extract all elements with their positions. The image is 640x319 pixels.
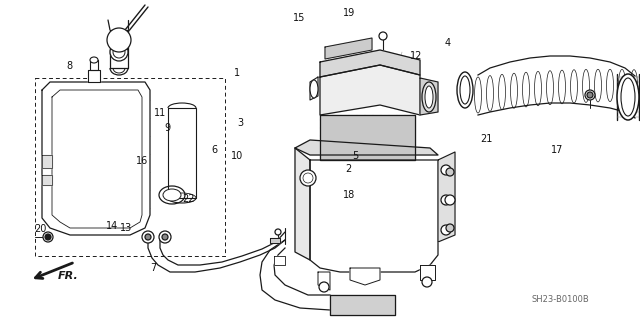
Circle shape	[162, 234, 168, 240]
Polygon shape	[42, 82, 150, 235]
Ellipse shape	[310, 80, 318, 98]
Polygon shape	[42, 175, 52, 185]
Polygon shape	[350, 268, 380, 285]
Polygon shape	[110, 30, 128, 68]
Polygon shape	[330, 295, 395, 315]
Polygon shape	[325, 38, 372, 59]
Text: 2: 2	[346, 164, 352, 174]
Text: 22: 22	[182, 194, 195, 204]
Text: SH23-B0100B: SH23-B0100B	[531, 295, 589, 305]
Circle shape	[585, 90, 595, 100]
Ellipse shape	[425, 86, 433, 108]
Text: 16: 16	[136, 156, 148, 166]
Circle shape	[145, 234, 151, 240]
Ellipse shape	[457, 72, 473, 108]
Text: 21: 21	[480, 134, 493, 144]
Text: 3: 3	[237, 118, 243, 128]
Circle shape	[441, 225, 451, 235]
Text: 13: 13	[120, 223, 132, 233]
Circle shape	[587, 92, 593, 98]
Bar	[35, 78, 225, 256]
Text: FR.: FR.	[58, 271, 79, 281]
Circle shape	[441, 195, 451, 205]
Polygon shape	[420, 78, 438, 115]
Polygon shape	[438, 152, 455, 242]
Polygon shape	[42, 155, 52, 168]
Circle shape	[441, 165, 451, 175]
Circle shape	[446, 168, 454, 176]
Text: 8: 8	[66, 61, 72, 71]
Text: 14: 14	[106, 221, 118, 232]
Circle shape	[43, 232, 53, 242]
Text: 18: 18	[342, 189, 355, 200]
Polygon shape	[270, 238, 280, 243]
Circle shape	[110, 43, 128, 61]
Circle shape	[379, 32, 387, 40]
Polygon shape	[320, 50, 420, 77]
Text: 5: 5	[352, 151, 358, 161]
Polygon shape	[420, 265, 435, 280]
Text: 15: 15	[293, 12, 306, 23]
Polygon shape	[295, 148, 310, 260]
Text: 9: 9	[164, 122, 171, 133]
Text: 11: 11	[154, 108, 166, 118]
Text: 10: 10	[230, 151, 243, 161]
Text: 19: 19	[342, 8, 355, 19]
Polygon shape	[90, 60, 98, 70]
Polygon shape	[320, 115, 415, 160]
Polygon shape	[88, 70, 100, 82]
Polygon shape	[168, 108, 196, 198]
Ellipse shape	[90, 57, 98, 63]
Text: 1: 1	[234, 68, 240, 78]
Circle shape	[319, 282, 329, 292]
Circle shape	[446, 224, 454, 232]
Text: 7: 7	[150, 263, 157, 273]
Polygon shape	[318, 272, 330, 290]
Circle shape	[107, 28, 131, 52]
Circle shape	[300, 170, 316, 186]
Ellipse shape	[617, 74, 639, 120]
Ellipse shape	[621, 78, 635, 116]
Ellipse shape	[163, 189, 181, 201]
Ellipse shape	[159, 186, 185, 204]
Circle shape	[159, 231, 171, 243]
Polygon shape	[310, 77, 318, 100]
Text: 4: 4	[445, 38, 451, 48]
Ellipse shape	[422, 82, 436, 112]
Circle shape	[303, 173, 313, 183]
Polygon shape	[320, 65, 420, 115]
Polygon shape	[274, 256, 285, 265]
Circle shape	[45, 234, 51, 240]
Circle shape	[445, 195, 455, 205]
Polygon shape	[295, 140, 438, 155]
Text: 6: 6	[211, 145, 218, 155]
Circle shape	[422, 277, 432, 287]
Circle shape	[275, 229, 281, 235]
Text: 12: 12	[410, 51, 422, 61]
Circle shape	[142, 231, 154, 243]
Circle shape	[113, 46, 125, 58]
Polygon shape	[310, 160, 438, 272]
Text: 17: 17	[550, 145, 563, 155]
Ellipse shape	[460, 76, 470, 104]
Text: 20: 20	[34, 224, 47, 234]
